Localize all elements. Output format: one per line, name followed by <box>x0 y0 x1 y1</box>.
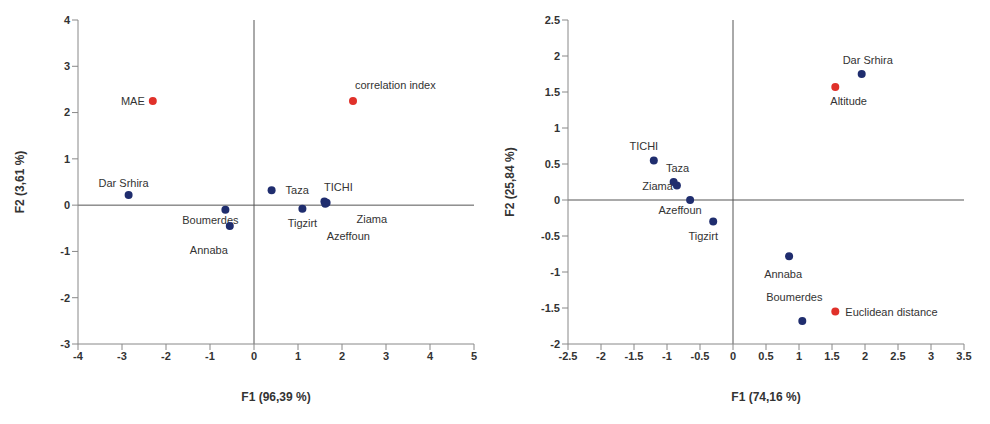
svg-text:Boumerdes: Boumerdes <box>182 213 239 226</box>
svg-text:1.5: 1.5 <box>545 86 560 98</box>
svg-text:Annaba: Annaba <box>190 244 229 256</box>
svg-text:1: 1 <box>554 122 560 134</box>
svg-text:1.5: 1.5 <box>824 350 839 362</box>
svg-text:-0.5: -0.5 <box>691 350 710 362</box>
svg-text:F1 (74,16 %): F1 (74,16 %) <box>731 390 800 404</box>
svg-text:-1: -1 <box>662 350 672 362</box>
svg-text:TICHI: TICHI <box>324 181 353 193</box>
svg-text:Annaba: Annaba <box>764 268 803 280</box>
svg-text:Tigzirt: Tigzirt <box>288 217 318 229</box>
svg-text:Dar Srhira: Dar Srhira <box>99 177 150 189</box>
svg-text:Azeffoun: Azeffoun <box>658 204 701 216</box>
svg-text:4: 4 <box>427 350 434 362</box>
svg-text:Euclidean distance: Euclidean distance <box>845 306 937 318</box>
svg-text:2: 2 <box>554 50 560 62</box>
svg-text:Taza: Taza <box>666 162 690 174</box>
svg-text:F2 (3,61 %): F2 (3,61 %) <box>13 151 27 214</box>
svg-text:1: 1 <box>64 153 70 165</box>
svg-text:Altitude: Altitude <box>830 95 867 107</box>
svg-text:Boumerdes: Boumerdes <box>766 291 823 303</box>
svg-text:1: 1 <box>295 350 301 362</box>
svg-text:MAE: MAE <box>121 95 145 107</box>
svg-text:F1 (96,39 %): F1 (96,39 %) <box>241 390 310 404</box>
svg-text:-1: -1 <box>550 266 560 278</box>
svg-text:-1.5: -1.5 <box>541 302 560 314</box>
svg-text:-1: -1 <box>60 245 70 257</box>
svg-text:3: 3 <box>64 60 70 72</box>
svg-text:-1.5: -1.5 <box>625 350 644 362</box>
svg-text:-2: -2 <box>161 350 171 362</box>
svg-text:2.5: 2.5 <box>545 14 560 26</box>
svg-text:F2 (25,84 %): F2 (25,84 %) <box>503 147 517 216</box>
svg-text:0: 0 <box>554 194 560 206</box>
svg-text:2: 2 <box>862 350 868 362</box>
svg-text:2.5: 2.5 <box>890 350 905 362</box>
svg-text:Dar Srhira: Dar Srhira <box>843 54 894 66</box>
svg-text:5: 5 <box>471 350 477 362</box>
svg-text:0.5: 0.5 <box>545 158 560 170</box>
svg-text:0: 0 <box>251 350 257 362</box>
svg-text:2: 2 <box>339 350 345 362</box>
svg-text:TICHI: TICHI <box>629 140 658 152</box>
svg-text:0: 0 <box>730 350 736 362</box>
svg-text:-2: -2 <box>596 350 606 362</box>
svg-text:4: 4 <box>64 14 71 26</box>
svg-text:correlation index: correlation index <box>355 79 436 91</box>
svg-text:-0.5: -0.5 <box>541 230 560 242</box>
svg-text:Taza: Taza <box>286 184 310 196</box>
svg-text:-3: -3 <box>117 350 127 362</box>
svg-text:3: 3 <box>383 350 389 362</box>
svg-text:Azeffoun: Azeffoun <box>327 230 370 242</box>
svg-text:-4: -4 <box>73 350 84 362</box>
svg-text:-1: -1 <box>205 350 215 362</box>
svg-text:1: 1 <box>796 350 802 362</box>
svg-text:0.5: 0.5 <box>758 350 773 362</box>
svg-text:-2: -2 <box>550 338 560 350</box>
svg-text:-3: -3 <box>60 338 70 350</box>
svg-text:Ziama: Ziama <box>357 213 388 225</box>
svg-text:3.5: 3.5 <box>956 350 971 362</box>
svg-text:Tigzirt: Tigzirt <box>688 230 718 242</box>
svg-text:-2.5: -2.5 <box>559 350 578 362</box>
svg-text:Ziama: Ziama <box>642 180 673 192</box>
svg-text:3: 3 <box>928 350 934 362</box>
svg-text:2: 2 <box>64 106 70 118</box>
svg-text:-2: -2 <box>60 292 70 304</box>
svg-text:0: 0 <box>64 199 70 211</box>
